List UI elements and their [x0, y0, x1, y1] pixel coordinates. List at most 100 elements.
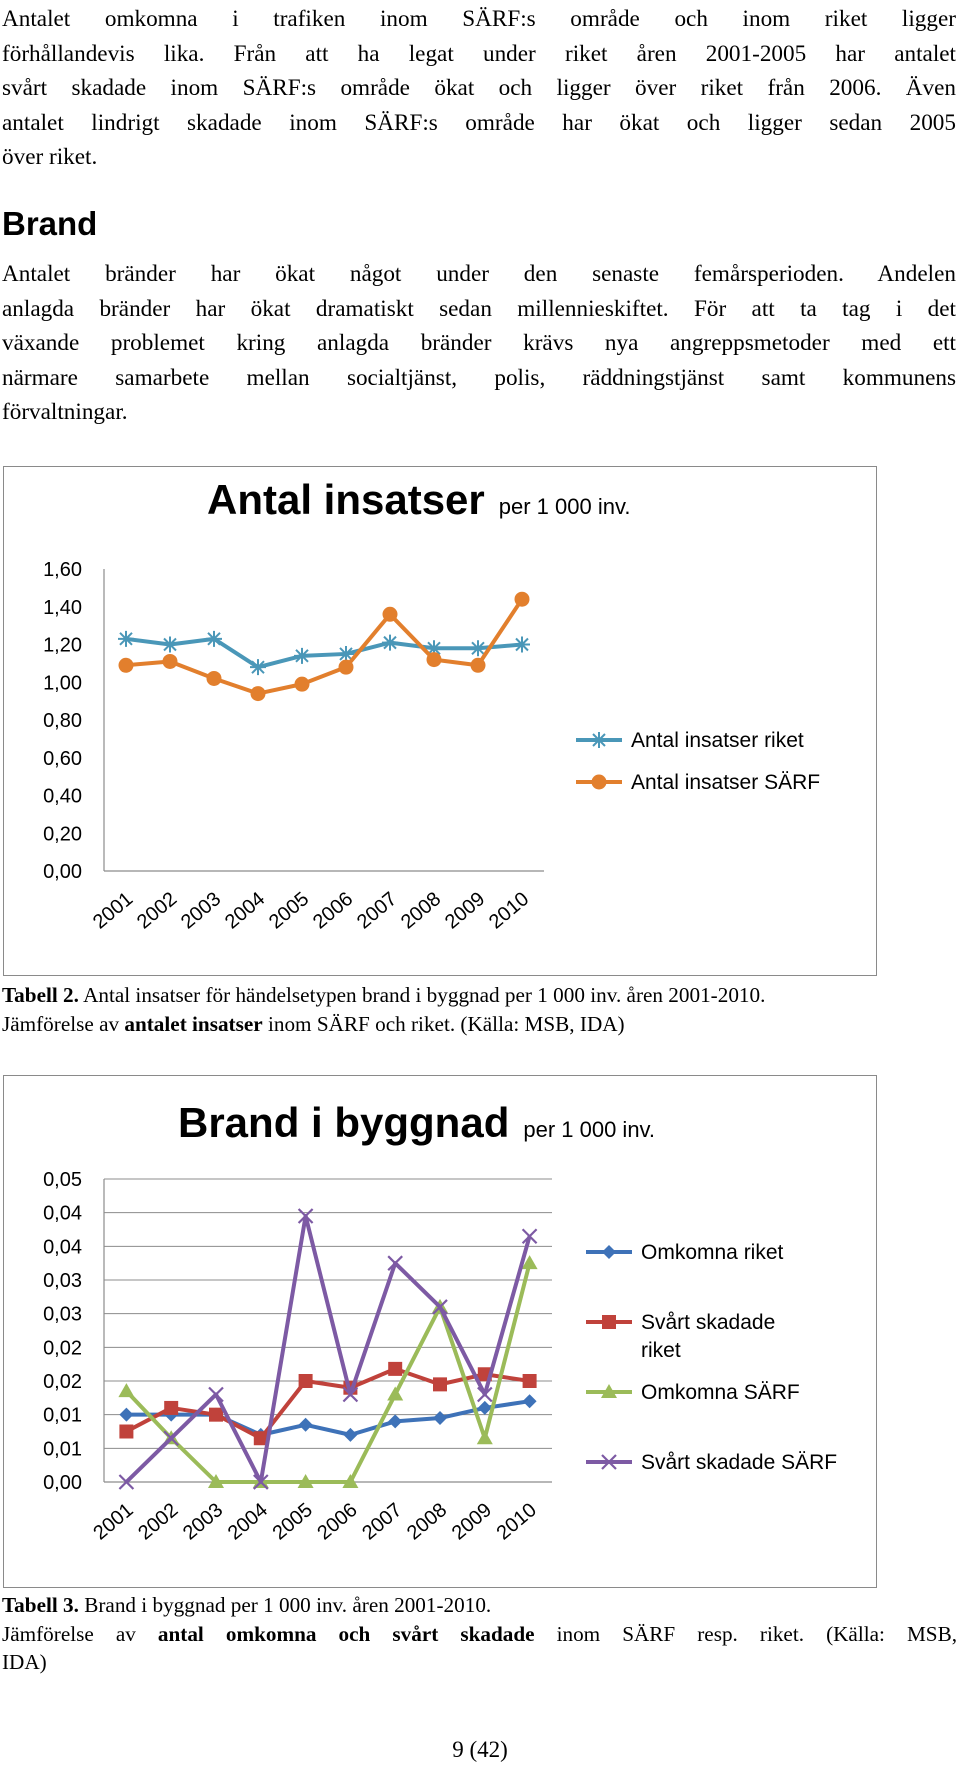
- x-tick-label: 2009: [448, 1499, 496, 1544]
- legend-marker: [602, 1315, 616, 1329]
- data-point: [388, 1414, 403, 1429]
- caption-line: Jämförelse av antal omkomna och svårt sk…: [2, 1620, 957, 1649]
- caption-text: Jämförelse av: [2, 1621, 158, 1646]
- data-point: [433, 1377, 447, 1392]
- data-point: [118, 1474, 135, 1490]
- data-point: [164, 1400, 179, 1415]
- y-tick-label: 0,03: [43, 1270, 82, 1292]
- data-point: [298, 1374, 313, 1388]
- y-tick-label: 0,04: [43, 1236, 82, 1258]
- legend-marker: [591, 774, 607, 790]
- y-tick-label: 0,05: [43, 1169, 82, 1191]
- y-tick-label: 0,03: [43, 1304, 82, 1326]
- x-tick-label: 2004: [221, 888, 269, 933]
- data-point: [382, 634, 398, 651]
- caption-label: Tabell 2.: [2, 983, 79, 1007]
- series-line: [125, 1366, 530, 1441]
- data-point: [250, 686, 266, 702]
- caption-text: IDA): [2, 1650, 47, 1674]
- data-point: [432, 1299, 448, 1315]
- x-tick-label: 2008: [403, 1499, 451, 1544]
- data-point: [521, 1255, 538, 1270]
- data-point: [253, 1474, 269, 1490]
- data-point: [208, 1386, 224, 1403]
- y-tick-label: 0,00: [43, 1472, 82, 1494]
- data-point: [522, 1394, 537, 1409]
- intro-paragraph: Antalet omkomna i trafiken inom SÄRF:s o…: [2, 2, 956, 175]
- legend-label: riket: [641, 1339, 681, 1362]
- y-tick-label: 0,20: [43, 823, 82, 845]
- data-point: [297, 1474, 314, 1488]
- caption-text: Antal insatser för händelsetypen brand i…: [78, 983, 766, 1007]
- data-point: [253, 1431, 268, 1446]
- y-tick-label: 0,02: [43, 1337, 82, 1359]
- data-point: [208, 1474, 224, 1488]
- legend-label: Svårt skadade: [641, 1311, 775, 1334]
- x-tick-label: 2010: [485, 888, 533, 933]
- x-tick-label: 2003: [179, 1499, 227, 1544]
- data-point: [426, 640, 442, 657]
- data-point: [382, 606, 398, 622]
- data-point: [119, 1407, 134, 1422]
- series-line: [124, 1262, 532, 1484]
- x-tick-label: 2009: [441, 888, 489, 933]
- y-tick-label: 1,60: [43, 559, 82, 581]
- intro-line: över riket.: [2, 144, 98, 171]
- data-point: [342, 1386, 359, 1403]
- x-tick-label: 2007: [358, 1499, 406, 1544]
- data-point: [294, 647, 310, 664]
- x-tick-label: 2005: [265, 888, 313, 933]
- legend-label: Antal insatser SÄRF: [631, 771, 820, 794]
- series-line: [125, 1214, 532, 1484]
- data-point: [470, 657, 486, 673]
- caption-bold: antalet insatser: [124, 1011, 263, 1036]
- data-point: [477, 1400, 492, 1415]
- legend-label: Omkomna SÄRF: [641, 1381, 800, 1404]
- intro-line: svårt skadade inom SÄRF:s område ökat oc…: [2, 75, 956, 102]
- data-point: [338, 645, 354, 662]
- caption-tabell-2: Tabell 2. Antal insatser för händelsetyp…: [2, 981, 958, 1038]
- caption-text: Jämförelse av: [2, 1011, 125, 1036]
- y-tick-label: 0,01: [43, 1405, 82, 1427]
- chart-title: Brand i byggnad: [178, 1099, 509, 1146]
- x-tick-label: 2002: [134, 1499, 182, 1544]
- data-point: [476, 1430, 493, 1445]
- data-point: [426, 652, 442, 668]
- y-tick-label: 1,40: [43, 597, 82, 619]
- caption-text: inom SÄRF resp. riket. (Källa: MSB,: [534, 1621, 958, 1646]
- data-point: [387, 1386, 404, 1401]
- data-point: [118, 630, 134, 647]
- data-point: [514, 591, 530, 607]
- series-line: [125, 598, 524, 696]
- intro-line: förhållandevis lika. Från att ha legat u…: [2, 40, 956, 67]
- x-tick-label: 2007: [353, 888, 401, 933]
- intro-line: Antalet omkomna i trafiken inom SÄRF:s o…: [2, 6, 956, 32]
- brand-line: förvaltningar.: [2, 399, 128, 426]
- caption-text: Brand i byggnad per 1 000 inv. åren 2001…: [78, 1593, 492, 1617]
- x-tick-label: 2006: [313, 1499, 361, 1544]
- x-tick-label: 2008: [397, 888, 445, 933]
- data-point: [514, 636, 530, 653]
- x-tick-label: 2005: [269, 1499, 317, 1544]
- legend-marker: [591, 732, 607, 748]
- data-point: [388, 1361, 403, 1376]
- data-point: [298, 1417, 313, 1432]
- data-point: [470, 640, 486, 657]
- legend-marker: [601, 1384, 617, 1398]
- brand-line: närmare samarbete mellan socialtjänst, p…: [2, 364, 956, 391]
- y-tick-label: 1,20: [43, 635, 82, 657]
- x-tick-label: 2003: [177, 888, 225, 933]
- x-tick-label: 2004: [224, 1499, 272, 1544]
- chart-antal-insatser-svg: Antal insatser per 1 000 inv. 0,00 0,20 0,40…: [43, 476, 820, 933]
- section-heading: Brand: [2, 205, 98, 242]
- chart-subtitle: per 1 000 inv.: [499, 494, 631, 519]
- y-tick-label: 0,00: [43, 861, 82, 883]
- data-point: [477, 1386, 493, 1403]
- y-tick-label: 0,60: [43, 748, 82, 770]
- x-tick-label: 2010: [493, 1499, 541, 1544]
- data-point: [206, 630, 222, 647]
- y-tick-label: 0,01: [43, 1438, 82, 1460]
- caption-label: Tabell 3.: [2, 1593, 79, 1617]
- data-point: [342, 1474, 359, 1488]
- caption-text: inom SÄRF och riket. (Källa: MSB, IDA): [262, 1011, 625, 1036]
